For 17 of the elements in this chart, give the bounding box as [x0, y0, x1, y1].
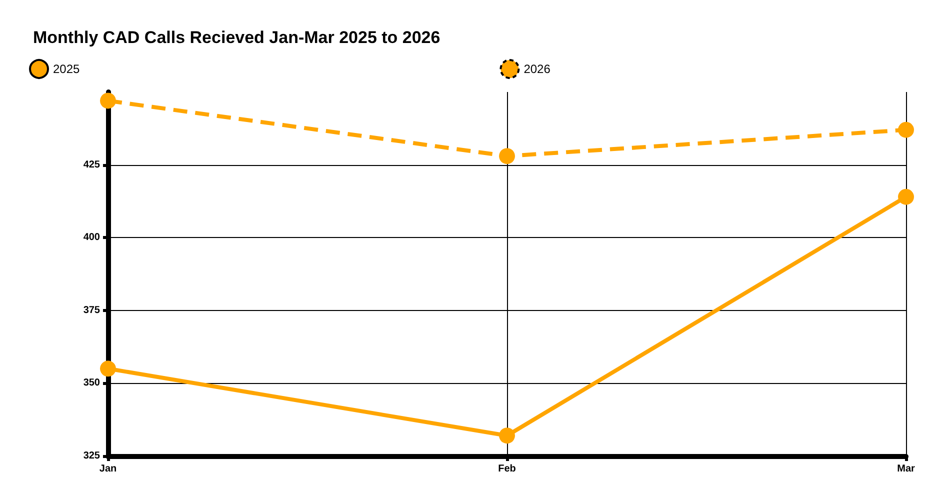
chart-title: Monthly CAD Calls Recieved Jan-Mar 2025 to 2026 [33, 28, 440, 47]
x-tick-label: Mar [897, 464, 915, 474]
y-tick-label: 375 [83, 304, 100, 316]
point [898, 188, 914, 205]
point [499, 148, 515, 164]
x-tick-label: Jan [99, 464, 117, 474]
y-tick-label: 425 [83, 159, 100, 170]
x-tick-label: Feb [498, 464, 516, 474]
point [100, 92, 116, 109]
legend-label: 2026 [524, 62, 551, 76]
point [499, 428, 515, 444]
point [898, 122, 914, 138]
y-tick-label: 350 [83, 378, 100, 389]
y-tick-label: 325 [83, 450, 100, 462]
point [100, 360, 116, 377]
y-tick-label: 400 [83, 232, 100, 244]
legend-label: 2025 [53, 62, 80, 76]
